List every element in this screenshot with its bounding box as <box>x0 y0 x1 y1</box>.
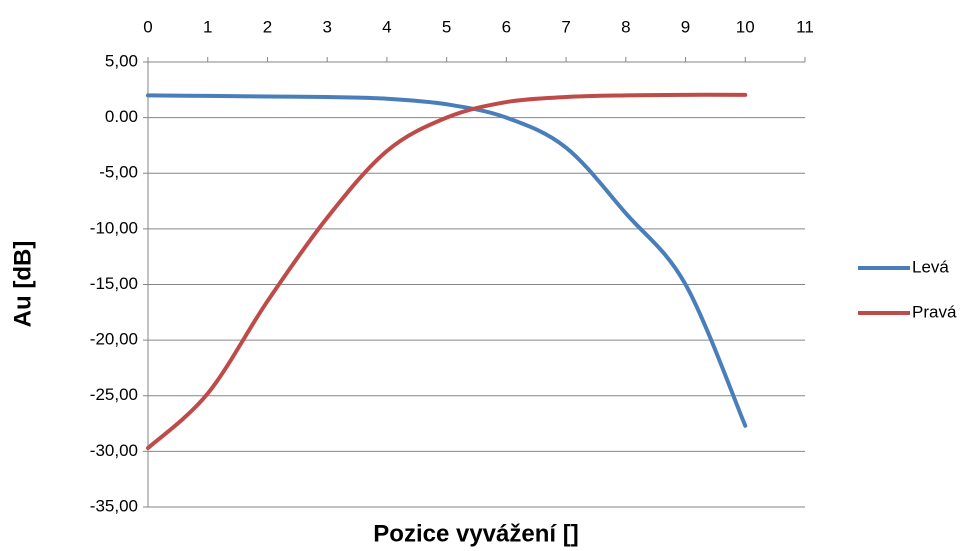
x-tick-label: 3 <box>322 17 331 36</box>
y-tick-label: 5,00 <box>105 51 138 70</box>
x-tick-label: 9 <box>681 17 690 36</box>
x-tick-label: 5 <box>442 17 451 36</box>
y-tick-label: -10,00 <box>90 218 138 237</box>
x-tick-label: 7 <box>561 17 570 36</box>
x-tick-label: 6 <box>502 17 511 36</box>
x-tick-label: 4 <box>382 17 391 36</box>
x-tick-label: 11 <box>796 17 814 36</box>
line-series <box>146 93 748 428</box>
y-tick-label: -20,00 <box>90 330 138 349</box>
y-tick-label: -35,00 <box>90 496 138 515</box>
x-axis-title: Pozice vyvážení [] <box>373 520 578 547</box>
x-tick-label: 2 <box>263 17 272 36</box>
y-tick-label: -25,00 <box>90 385 138 404</box>
legend-label: Levá <box>912 257 949 276</box>
y-tick-label: -15,00 <box>90 274 138 293</box>
y-tick-label: -5,00 <box>99 163 138 182</box>
y-axis-title: Au [dB] <box>9 241 36 328</box>
line-series <box>146 92 748 451</box>
x-tick-label: 8 <box>621 17 630 36</box>
y-tick-label: 0.00 <box>105 107 138 126</box>
x-tick-label: 0 <box>143 17 152 36</box>
y-tick-label: -30,00 <box>90 441 138 460</box>
x-tick-label: 1 <box>203 17 212 36</box>
legend-label: Pravá <box>912 302 957 321</box>
x-tick-label: 10 <box>736 17 755 36</box>
